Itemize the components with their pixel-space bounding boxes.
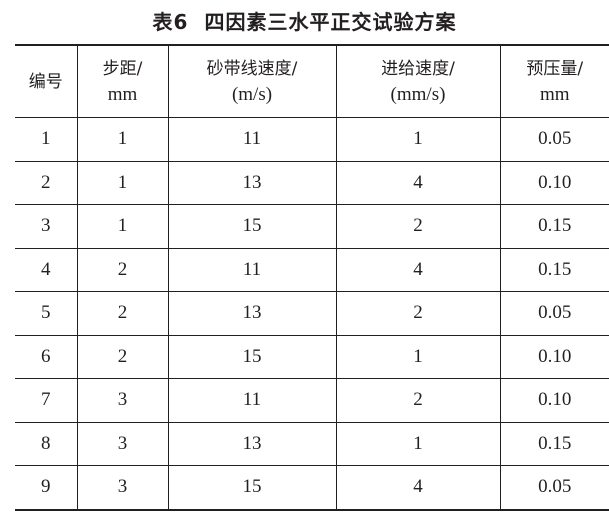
table-cell: 0.10 [499,335,609,379]
table-caption: 表6 四因素三水平正交试验方案 [0,6,609,35]
table-cell: 15 [167,465,336,510]
table-row: 7 3 11 2 0.10 [15,378,609,422]
table-row: 6 2 15 1 0.10 [15,335,609,379]
table-cell: 13 [167,291,336,335]
table-cell: 2 [76,248,168,292]
header-unit: mm [107,83,138,105]
table-row: 2 1 13 4 0.10 [15,161,609,205]
table-row: 9 3 15 4 0.05 [15,465,609,510]
header-unit: mm [539,83,570,105]
table-row: 8 3 13 1 0.15 [15,422,609,466]
table-cell: 0.15 [499,248,609,292]
table-cell: 13 [167,161,336,205]
table-cell: 1 [335,422,500,466]
table-cell: 5 [41,302,51,324]
header-label: 进给速度/ [381,58,455,79]
table-cell: 2 [76,291,168,335]
table-row: 4 2 11 4 0.15 [15,248,609,292]
header-label: 砂带线速度/ [206,58,298,79]
column-header: 预压量/mm [499,45,609,118]
column-header: 进给速度/ (mm/s) [335,45,500,118]
header-label: 预压量/ [526,58,584,79]
table-cell: 3 [76,422,168,466]
table-cell: 1 [76,117,168,161]
table-cell: 0.05 [499,465,609,510]
table-cell: 15 [167,204,336,248]
table-cell: 3 [41,215,51,237]
table-cell: 0.05 [499,291,609,335]
table-cell: 7 [41,389,51,411]
header-row: 编号 步距/mm 砂带线速度/(m/s) 进给速度/(mm/s) 预压量/mm [15,45,609,118]
table-cell: 2 [335,291,500,335]
table-cell: 6 [41,345,51,367]
table-cell: 1 [41,128,51,150]
table-row: 3 1 15 2 0.15 [15,204,609,248]
table-cell: 3 [76,465,168,510]
table-cell: 8 [41,432,51,454]
table-row: 1 1 11 1 0.05 [15,117,609,161]
table-cell: 4 [41,258,51,280]
column-header: 编号 [15,45,77,118]
table-cell: 13 [167,422,336,466]
table-cell: 4 [335,161,500,205]
table-cell: 4 [335,465,500,510]
table-cell: 15 [167,335,336,379]
experiment-table: 编号 步距/mm 砂带线速度/(m/s) 进给速度/(mm/s) 预压量/mm 1 1 11… [15,44,609,511]
header-unit: (mm/s) [390,83,446,105]
table-cell: 9 [41,476,51,498]
table-cell: 3 [76,378,168,422]
table-cell: 1 [76,161,168,205]
table-cell: 11 [167,378,336,422]
table-cell: 4 [335,248,500,292]
table-cell: 2 [76,335,168,379]
table-cell: 11 [167,117,336,161]
table-cell: 0.15 [499,204,609,248]
table-cell: 11 [167,248,336,292]
header-label: 编号 [28,71,63,92]
table-cell: 1 [335,117,500,161]
table-title: 四因素三水平正交试验方案 [204,10,457,34]
table-cell: 0.10 [499,161,609,205]
table-cell: 0.10 [499,378,609,422]
table-cell: 2 [335,378,500,422]
table-cell: 2 [335,204,500,248]
header-unit: (m/s) [231,83,273,105]
column-header: 步距/mm [76,45,168,118]
table-cell: 2 [41,171,51,193]
table-cell: 1 [335,335,500,379]
table-cell: 0.05 [499,117,609,161]
table-number: 表6 [152,10,189,34]
column-header: 砂带线速度/ (m/s) [167,45,336,118]
header-label: 步距/ [102,58,143,79]
table-row: 5 2 13 2 0.05 [15,291,609,335]
table-cell: 0.15 [499,422,609,466]
table-cell: 1 [76,204,168,248]
